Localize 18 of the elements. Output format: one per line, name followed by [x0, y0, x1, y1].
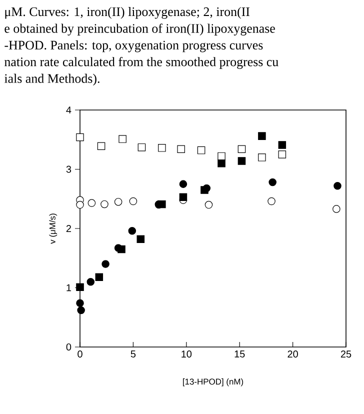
x-tick-label: 5 [130, 350, 136, 358]
y-tick-label: 4 [66, 106, 72, 114]
x-axis-title: [13-HPOD] (nM) [183, 378, 244, 386]
y-tick-label: 1 [66, 284, 71, 292]
y-tick-label: 3 [66, 166, 72, 173]
y-axis-title: v (μM/s) [49, 214, 58, 244]
x-tick-label: 25 [340, 350, 352, 358]
y-tick-label: 2 [66, 225, 71, 232]
text: ials and Methods). [4, 74, 100, 86]
text: -HPOD. Panels: top, oxygenation progress curves [4, 40, 263, 52]
x-tick-label: 0 [78, 350, 82, 358]
text: nation rate calculated from the smoothed progress cu [4, 56, 278, 69]
y-tick-label: 0 [66, 343, 72, 351]
x-tick-label: 10 [182, 350, 192, 358]
x-tick-label: 15 [234, 350, 245, 358]
x-tick-label: 20 [288, 350, 298, 358]
text: μM. Curves: 1, iron(II) lipoxygenase; 2, iron(II [5, 7, 250, 19]
text: e obtained by preincubation of iron(II) lipoxygenase [4, 24, 275, 36]
